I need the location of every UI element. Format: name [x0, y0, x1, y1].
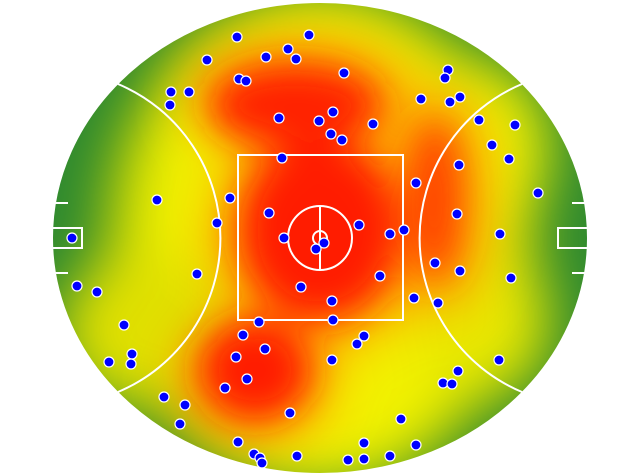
- event-dot: [263, 207, 275, 219]
- event-dot: [410, 177, 422, 189]
- event-dot: [158, 391, 170, 403]
- event-dot: [503, 153, 515, 165]
- event-dot: [237, 329, 249, 341]
- event-dot: [284, 407, 296, 419]
- event-dot: [273, 112, 285, 124]
- event-dot: [338, 67, 350, 79]
- event-dot: [310, 243, 322, 255]
- event-dot: [260, 51, 272, 63]
- event-dot: [454, 265, 466, 277]
- event-dots: [66, 29, 544, 469]
- event-dot: [408, 292, 420, 304]
- event-dot: [505, 272, 517, 284]
- event-dot: [164, 99, 176, 111]
- event-dot: [486, 139, 498, 151]
- event-dot: [444, 96, 456, 108]
- event-dot: [232, 436, 244, 448]
- event-dot: [191, 268, 203, 280]
- event-dot: [367, 118, 379, 130]
- event-dot: [276, 152, 288, 164]
- event-dot: [374, 270, 386, 282]
- event-dot: [165, 86, 177, 98]
- event-dot: [358, 453, 370, 465]
- event-dot: [230, 351, 242, 363]
- event-dot: [241, 373, 253, 385]
- event-dot: [278, 232, 290, 244]
- event-dot: [326, 295, 338, 307]
- event-dot: [256, 457, 268, 469]
- event-dot: [439, 72, 451, 84]
- event-dot: [313, 115, 325, 127]
- event-dot: [358, 437, 370, 449]
- event-dot: [452, 365, 464, 377]
- event-dot: [219, 382, 231, 394]
- event-dot: [454, 91, 466, 103]
- event-dot: [103, 356, 115, 368]
- event-dot: [224, 192, 236, 204]
- event-dot: [415, 93, 427, 105]
- event-dot: [473, 114, 485, 126]
- event-dot: [125, 358, 137, 370]
- event-dot: [336, 134, 348, 146]
- event-dot: [253, 316, 265, 328]
- event-dot: [325, 128, 337, 140]
- event-dot: [151, 194, 163, 206]
- event-dot: [429, 257, 441, 269]
- event-dot: [118, 319, 130, 331]
- event-dot: [327, 314, 339, 326]
- event-dot: [410, 439, 422, 451]
- event-dot: [451, 208, 463, 220]
- event-dot: [201, 54, 213, 66]
- event-dot: [318, 237, 330, 249]
- event-dot: [353, 219, 365, 231]
- event-dot: [290, 53, 302, 65]
- event-dot: [282, 43, 294, 55]
- event-dot: [126, 348, 138, 360]
- event-dot: [395, 413, 407, 425]
- event-dot: [493, 354, 505, 366]
- event-dot: [211, 217, 223, 229]
- event-dot: [446, 378, 458, 390]
- event-dot: [326, 354, 338, 366]
- event-dot: [532, 187, 544, 199]
- event-dot: [303, 29, 315, 41]
- event-dot: [432, 297, 444, 309]
- event-dot: [71, 280, 83, 292]
- event-dot: [66, 232, 78, 244]
- event-dot: [231, 31, 243, 43]
- event-dot: [358, 330, 370, 342]
- event-dot: [295, 281, 307, 293]
- event-dot: [342, 454, 354, 466]
- event-dot: [179, 399, 191, 411]
- event-dot: [174, 418, 186, 430]
- event-dot: [240, 75, 252, 87]
- event-dot: [494, 228, 506, 240]
- event-dot: [509, 119, 521, 131]
- event-dot: [398, 224, 410, 236]
- event-dot: [384, 228, 396, 240]
- event-dot: [384, 450, 396, 462]
- event-dot: [453, 159, 465, 171]
- event-dot: [259, 343, 271, 355]
- event-dot: [327, 106, 339, 118]
- event-dot: [351, 338, 363, 350]
- event-dot: [183, 86, 195, 98]
- event-dot: [91, 286, 103, 298]
- event-dot: [291, 450, 303, 462]
